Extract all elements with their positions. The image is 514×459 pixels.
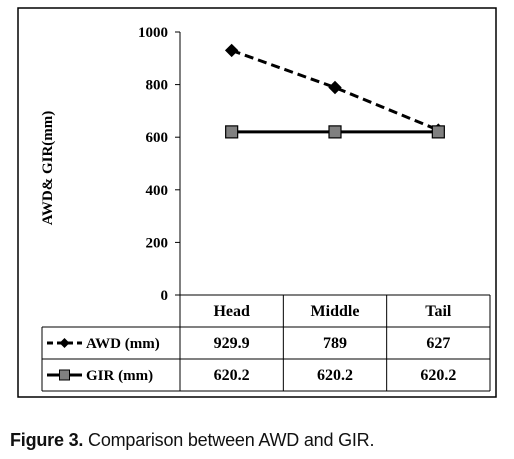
category-label: Middle (311, 303, 360, 320)
chart-frame (17, 7, 497, 398)
data-point-square (328, 125, 342, 139)
series-line (231, 49, 439, 132)
category-label: Tail (425, 303, 452, 320)
legend-label: AWD (mm) (86, 336, 160, 352)
caption-text: Comparison between AWD and GIR. (83, 430, 375, 450)
table-cell-value: 789 (323, 335, 347, 352)
category-label: Head (213, 303, 250, 320)
y-axis-label: AWD& GIR(mm) (40, 111, 56, 226)
y-tick-label: 0 (161, 288, 169, 304)
series (224, 43, 446, 139)
y-ticks: 0 200 400 600 800 1000 (138, 25, 180, 304)
caption-prefix: Figure 3. (10, 430, 84, 450)
legend: AWD (mm) GIR (mm) (47, 336, 160, 384)
y-tick-label: 1000 (138, 25, 168, 41)
table-cell-value: 620.2 (420, 367, 456, 384)
y-tick-label: 800 (146, 78, 169, 94)
table-cell-value: 929.9 (214, 335, 250, 352)
table-cell-value: 627 (426, 335, 450, 352)
category-labels: Head Middle Tail (213, 303, 451, 320)
legend-marker-square (59, 369, 70, 381)
table-cell-value: 620.2 (214, 367, 250, 384)
legend-marker-diamond (59, 338, 70, 348)
figure-caption: Figure 3. Comparison between AWD and GIR… (10, 430, 374, 451)
y-tick-label: 400 (146, 183, 169, 199)
data-point-square (225, 125, 239, 139)
table-cells: 929.9 789 627 620.2 620.2 620.2 (214, 335, 457, 384)
data-point-diamond (224, 43, 239, 58)
data-point-square (431, 125, 445, 139)
y-tick-label: 600 (146, 130, 169, 146)
table-cell-value: 620.2 (317, 367, 353, 384)
data-point-diamond (328, 80, 342, 95)
legend-label: GIR (mm) (86, 368, 153, 384)
y-tick-label: 200 (146, 235, 169, 251)
data-table (41, 294, 491, 392)
